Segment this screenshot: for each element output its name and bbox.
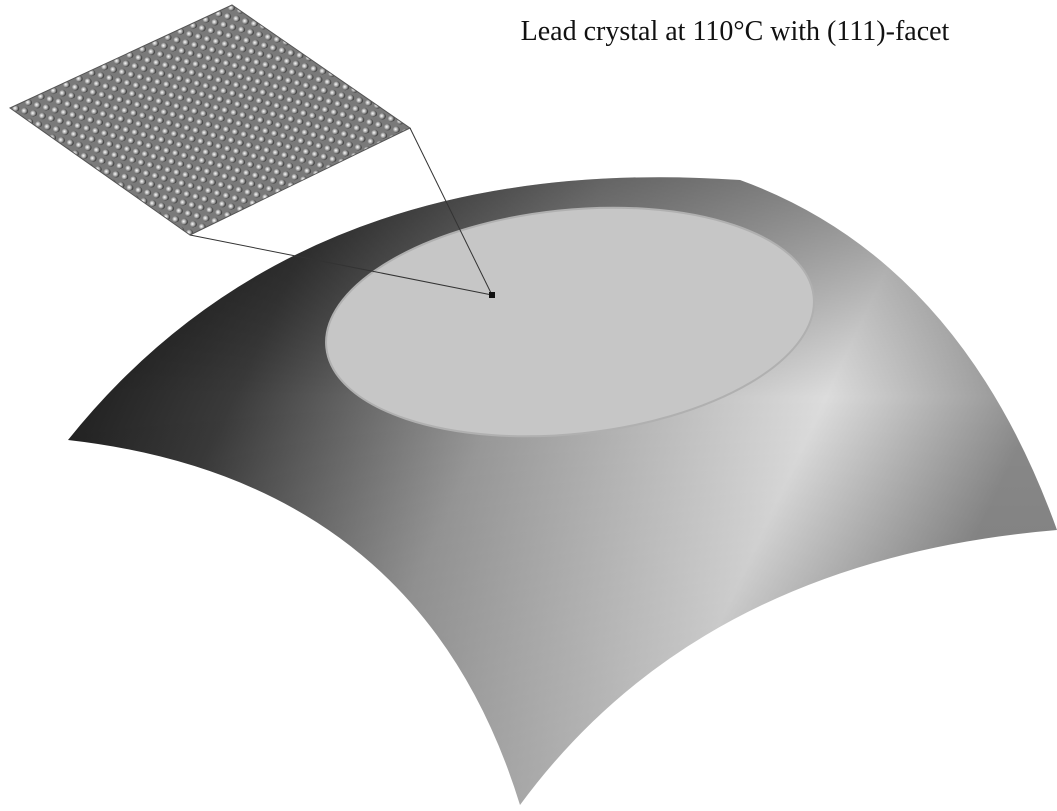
crystal-surface bbox=[68, 177, 1057, 805]
scan-spot bbox=[489, 292, 495, 298]
figure: Lead crystal at 110°C with (111)-facet bbox=[0, 0, 1057, 811]
caption: Lead crystal at 110°C with (111)-facet bbox=[521, 16, 950, 47]
